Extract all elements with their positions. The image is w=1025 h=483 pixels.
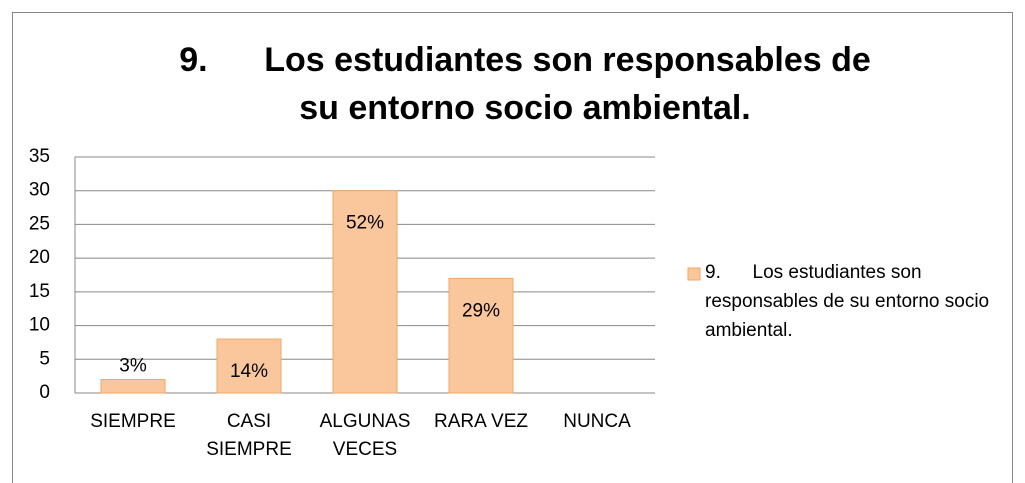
x-tick-label-box: RARA VEZ <box>434 411 528 432</box>
chart-title: 9. Los estudiantes son responsables de s… <box>179 41 881 127</box>
data-label: 52% <box>346 213 384 234</box>
y-tick-label: 15 <box>29 281 50 302</box>
y-tick-label: 5 <box>39 348 50 369</box>
bar <box>100 379 166 394</box>
y-tick-label: 25 <box>29 213 50 234</box>
x-tick-label: NUNCA <box>563 411 631 432</box>
y-tick-label: 30 <box>29 180 50 201</box>
y-tick-label: 20 <box>29 247 50 268</box>
data-label: 14% <box>230 361 268 382</box>
x-tick-label: RARA VEZ <box>434 411 528 432</box>
x-tick-label-box: SIEMPRE <box>90 411 176 432</box>
y-tick-label: 0 <box>39 382 50 403</box>
y-tick-label: 10 <box>29 315 50 336</box>
x-tick-label: SIEMPRE <box>90 411 176 432</box>
data-label: 29% <box>462 300 500 321</box>
bar <box>332 190 398 394</box>
chart-border <box>12 12 1013 483</box>
legend-label: 9. Los estudiantes son responsables de s… <box>705 262 995 341</box>
legend-swatch <box>687 267 701 281</box>
bar <box>448 277 514 394</box>
legend-label-box: 9. Los estudiantes son responsables de s… <box>705 262 995 341</box>
y-tick-label: 35 <box>29 146 50 167</box>
x-tick-label-box: CASI SIEMPRE <box>206 411 292 460</box>
data-label: 3% <box>119 356 147 377</box>
bar <box>216 338 282 394</box>
x-tick-label: CASI SIEMPRE <box>206 411 292 460</box>
title-box: 9. Los estudiantes son responsables de s… <box>179 41 881 127</box>
x-tick-label-box: ALGUNAS VECES <box>319 411 411 460</box>
x-tick-label-box: NUNCA <box>563 411 631 432</box>
x-tick-label: ALGUNAS VECES <box>319 411 411 460</box>
